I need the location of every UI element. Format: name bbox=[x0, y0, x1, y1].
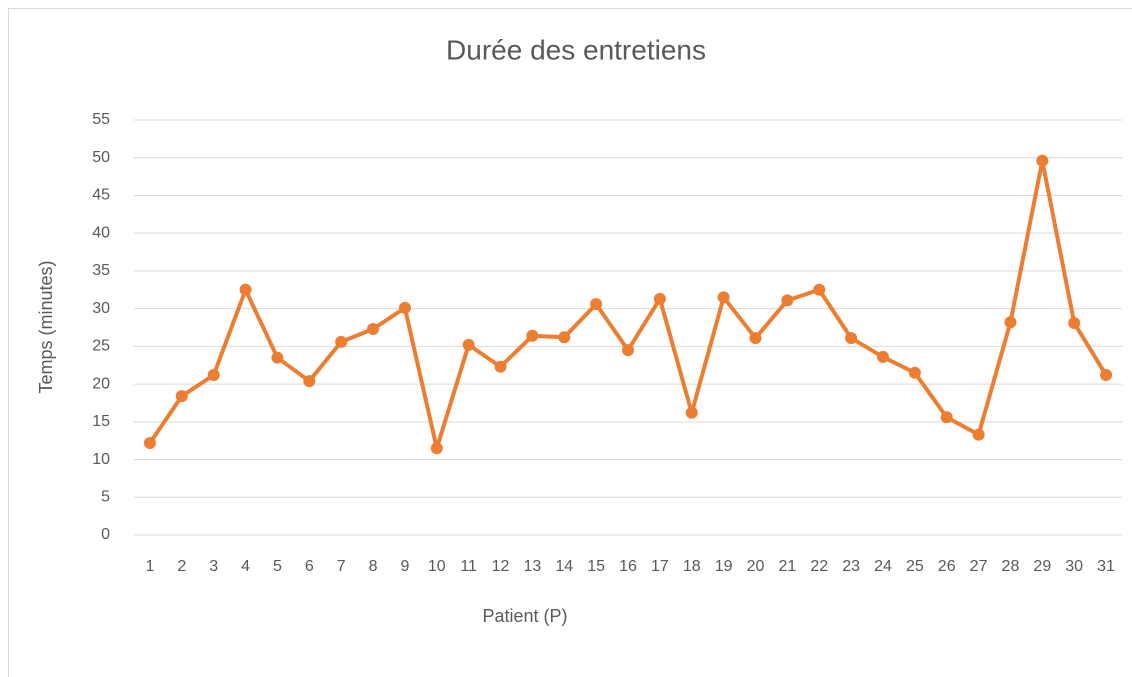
y-tick-label: 15 bbox=[92, 413, 110, 430]
data-point bbox=[494, 360, 507, 373]
x-tick-label: 13 bbox=[523, 558, 541, 575]
y-tick-label: 25 bbox=[92, 338, 110, 355]
data-point bbox=[367, 323, 380, 336]
x-tick-label: 17 bbox=[651, 558, 669, 575]
x-axis-title: Patient (P) bbox=[482, 606, 567, 626]
x-tick-label: 3 bbox=[209, 558, 218, 575]
data-point bbox=[781, 294, 794, 307]
y-tick-label: 40 bbox=[92, 224, 110, 241]
x-tick-label: 5 bbox=[273, 558, 282, 575]
x-tick-label: 22 bbox=[810, 558, 828, 575]
x-tick-label: 4 bbox=[241, 558, 250, 575]
x-tick-label: 19 bbox=[715, 558, 733, 575]
x-tick-label: 12 bbox=[492, 558, 510, 575]
data-point bbox=[1004, 316, 1017, 329]
x-tick-label: 18 bbox=[683, 558, 701, 575]
x-tick-label: 6 bbox=[305, 558, 314, 575]
data-point bbox=[653, 292, 666, 305]
data-point bbox=[430, 442, 443, 455]
chart-title: Durée des entretiens bbox=[446, 34, 706, 65]
x-tick-label: 23 bbox=[842, 558, 860, 575]
data-point bbox=[335, 335, 348, 348]
data-point bbox=[908, 366, 921, 379]
data-point bbox=[685, 406, 698, 419]
chart-border bbox=[8, 8, 1132, 677]
y-tick-label: 20 bbox=[92, 375, 110, 392]
x-tick-label: 1 bbox=[145, 558, 154, 575]
data-point bbox=[1068, 316, 1081, 329]
data-point bbox=[303, 375, 316, 388]
y-tick-label: 55 bbox=[92, 111, 110, 128]
y-tick-label: 5 bbox=[101, 488, 110, 505]
data-point bbox=[717, 291, 730, 304]
y-tick-label: 10 bbox=[92, 451, 110, 468]
x-tick-label: 7 bbox=[337, 558, 346, 575]
x-tick-label: 2 bbox=[177, 558, 186, 575]
x-tick-label: 10 bbox=[428, 558, 446, 575]
data-point bbox=[749, 332, 762, 345]
x-tick-label: 9 bbox=[400, 558, 409, 575]
x-tick-label: 24 bbox=[874, 558, 892, 575]
data-point bbox=[1036, 154, 1049, 167]
data-point bbox=[239, 283, 252, 296]
x-tick-label: 15 bbox=[587, 558, 605, 575]
y-tick-label: 30 bbox=[92, 300, 110, 317]
data-point bbox=[845, 332, 858, 345]
x-tick-label: 11 bbox=[460, 558, 477, 575]
x-tick-label: 31 bbox=[1097, 558, 1115, 575]
data-point bbox=[940, 411, 953, 424]
y-tick-label: 0 bbox=[101, 526, 110, 543]
x-tick-label: 14 bbox=[555, 558, 573, 575]
y-tick-label: 50 bbox=[92, 149, 110, 166]
x-tick-label: 26 bbox=[938, 558, 956, 575]
data-point bbox=[175, 390, 188, 403]
x-tick-label: 16 bbox=[619, 558, 637, 575]
data-point bbox=[526, 329, 539, 342]
y-tick-label: 35 bbox=[92, 262, 110, 279]
data-point bbox=[876, 350, 889, 363]
x-tick-label: 20 bbox=[747, 558, 765, 575]
data-point bbox=[813, 283, 826, 296]
data-point bbox=[558, 331, 571, 344]
data-point bbox=[1100, 369, 1113, 382]
y-axis-title: Temps (minutes) bbox=[36, 260, 56, 393]
x-tick-label: 29 bbox=[1033, 558, 1051, 575]
data-point bbox=[972, 428, 985, 441]
data-point bbox=[143, 436, 156, 449]
data-point bbox=[622, 344, 634, 357]
data-point bbox=[398, 301, 411, 314]
x-tick-label: 28 bbox=[1002, 558, 1020, 575]
data-point bbox=[207, 369, 220, 382]
x-tick-label: 25 bbox=[906, 558, 924, 575]
x-tick-label: 8 bbox=[369, 558, 378, 575]
data-point bbox=[590, 298, 603, 311]
x-tick-label: 30 bbox=[1065, 558, 1083, 575]
y-tick-label: 45 bbox=[92, 187, 110, 204]
data-point bbox=[462, 338, 475, 351]
x-tick-label: 21 bbox=[778, 558, 796, 575]
x-tick-label: 27 bbox=[970, 558, 988, 575]
data-point bbox=[271, 351, 284, 364]
